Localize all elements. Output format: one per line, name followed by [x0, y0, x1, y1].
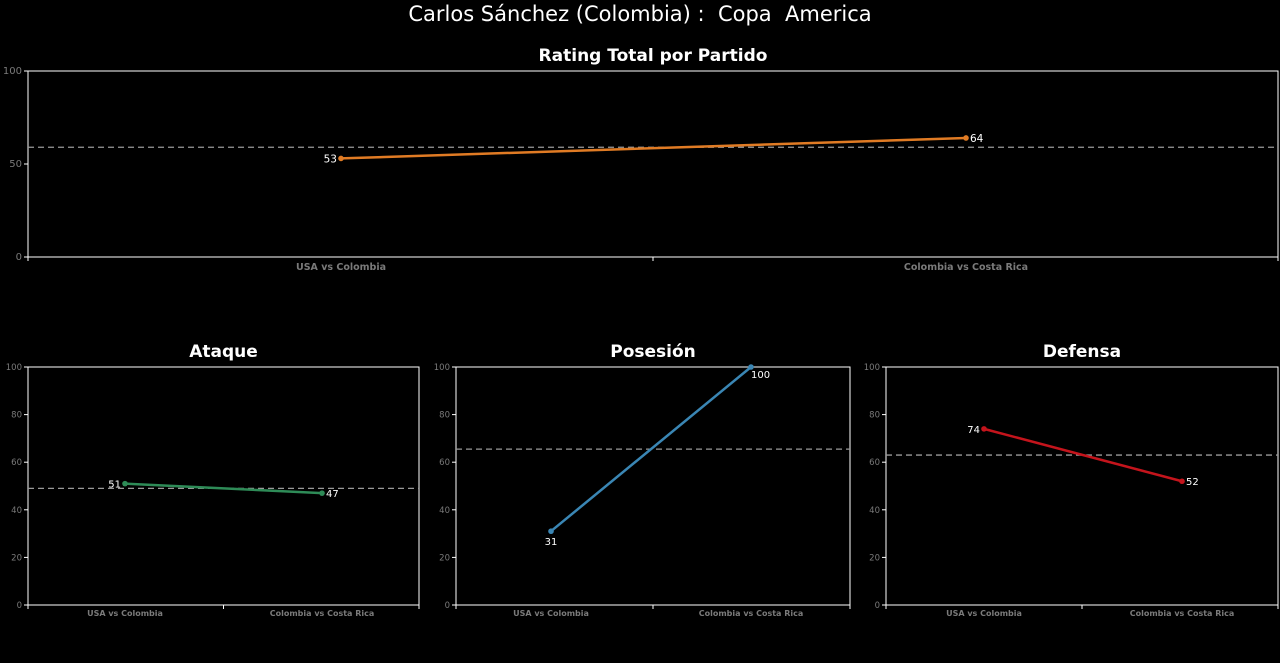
- y-tick-label: 20: [11, 553, 22, 563]
- data-point: [338, 155, 344, 162]
- x-tick-label: USA vs Colombia: [296, 262, 386, 273]
- series-line: [983, 427, 1183, 483]
- data-label: 31: [545, 537, 558, 548]
- y-tick-label: 0: [445, 601, 450, 611]
- x-tick-label: Colombia vs Costa Rica: [270, 609, 375, 618]
- data-point: [981, 426, 987, 432]
- x-tick-label: Colombia vs Costa Rica: [1130, 609, 1235, 618]
- x-tick-label: USA vs Colombia: [946, 609, 1022, 618]
- chart-title: Ataque: [189, 342, 258, 362]
- data-point: [748, 364, 754, 370]
- data-label: 47: [326, 489, 339, 500]
- plot-frame: [27, 70, 1279, 258]
- data-point: [1179, 478, 1185, 485]
- y-tick-label: 40: [11, 506, 22, 516]
- data-label: 51: [108, 480, 121, 491]
- y-tick-label: 60: [869, 458, 880, 468]
- chart-title: Posesión: [610, 342, 696, 362]
- y-tick-label: 80: [11, 411, 22, 421]
- series-line: [340, 136, 967, 160]
- y-tick-label: 20: [439, 553, 450, 563]
- y-tick-label: 50: [9, 159, 22, 170]
- plot-frame: [455, 366, 851, 606]
- plot-frame: [27, 366, 420, 606]
- data-point: [122, 480, 128, 487]
- main-title: Carlos Sánchez (Colombia) : Copa America: [408, 2, 872, 26]
- data-point: [963, 135, 969, 141]
- y-tick-label: 60: [439, 458, 450, 468]
- y-tick-label: 20: [869, 553, 880, 563]
- series-line: [550, 366, 752, 533]
- chart-title: Rating Total por Partido: [539, 46, 768, 66]
- y-tick-label: 80: [439, 411, 450, 421]
- y-tick-label: 40: [869, 506, 880, 516]
- y-tick-label: 100: [6, 363, 22, 373]
- x-tick-label: Colombia vs Costa Rica: [699, 609, 804, 618]
- data-label: 74: [967, 425, 980, 436]
- y-tick-label: 100: [3, 66, 22, 77]
- y-tick-label: 100: [434, 363, 450, 373]
- y-tick-label: 60: [11, 458, 22, 468]
- y-tick-label: 80: [869, 411, 880, 421]
- y-tick-label: 0: [875, 601, 880, 611]
- y-tick-label: 0: [16, 252, 22, 263]
- chart-title: Defensa: [1043, 342, 1121, 362]
- x-tick-label: USA vs Colombia: [513, 609, 589, 618]
- series-line: [124, 482, 323, 495]
- y-tick-label: 100: [864, 363, 880, 373]
- plot-frame: [885, 366, 1279, 606]
- data-label: 52: [1186, 477, 1199, 488]
- data-label: 64: [970, 133, 984, 145]
- y-tick-label: 40: [439, 506, 450, 516]
- y-tick-label: 0: [17, 601, 22, 611]
- data-label: 53: [324, 153, 337, 165]
- x-tick-label: Colombia vs Costa Rica: [904, 262, 1028, 273]
- data-point: [319, 490, 325, 496]
- x-tick-label: USA vs Colombia: [87, 609, 163, 618]
- data-point: [548, 528, 554, 535]
- data-label: 100: [751, 370, 770, 381]
